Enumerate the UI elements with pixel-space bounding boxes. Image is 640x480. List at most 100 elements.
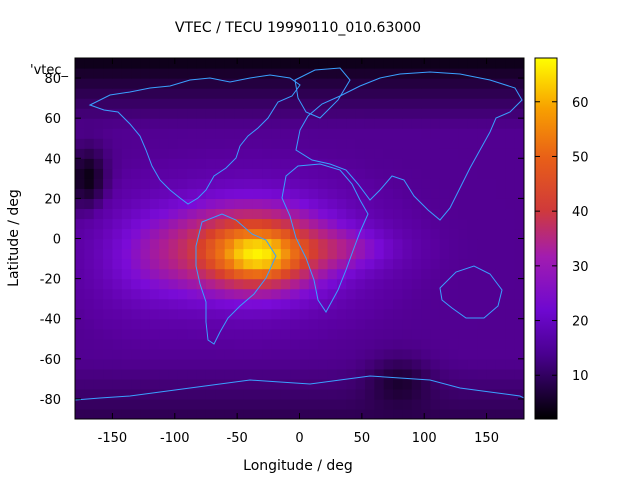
heatmap-cell xyxy=(112,318,123,330)
heatmap-cell xyxy=(159,78,170,89)
colorbar-tick-label: 60 xyxy=(572,96,589,111)
heatmap-cell xyxy=(411,338,422,350)
heatmap-cell xyxy=(430,138,441,149)
heatmap-cell xyxy=(234,68,244,79)
heatmap-cell xyxy=(215,268,226,280)
heatmap-cell xyxy=(121,58,132,69)
heatmap-cell xyxy=(318,78,329,89)
heatmap-cell xyxy=(346,158,357,169)
heatmap-cell xyxy=(327,158,338,169)
heatmap-cell xyxy=(271,248,282,260)
heatmap-cell xyxy=(514,398,524,410)
heatmap-cell xyxy=(103,228,114,240)
heatmap-cell xyxy=(205,168,216,179)
heatmap-cell xyxy=(421,278,432,290)
heatmap-cell xyxy=(439,388,450,400)
y-tick-label: 40 xyxy=(44,152,61,167)
heatmap-cell xyxy=(439,58,450,69)
heatmap-cell xyxy=(121,348,132,360)
heatmap-cell xyxy=(75,268,85,280)
heatmap-cell xyxy=(383,168,394,179)
heatmap-cell xyxy=(374,248,385,260)
heatmap-cell xyxy=(467,238,478,250)
heatmap-cell xyxy=(514,348,524,360)
heatmap-cell xyxy=(290,348,301,360)
heatmap-cell xyxy=(402,358,413,370)
heatmap-cell xyxy=(336,288,347,300)
heatmap-cell xyxy=(112,178,123,189)
heatmap-cell xyxy=(103,88,114,99)
heatmap-cell xyxy=(103,208,114,220)
heatmap-cell xyxy=(149,108,160,119)
heatmap-cell xyxy=(93,218,104,230)
heatmap-cell xyxy=(495,398,506,410)
heatmap-cell xyxy=(308,328,319,340)
heatmap-cell xyxy=(290,208,301,220)
heatmap-cell xyxy=(402,238,413,250)
heatmap-cell xyxy=(299,98,310,109)
colorbar-tick-label: 40 xyxy=(572,205,589,220)
heatmap-cell xyxy=(205,258,216,270)
heatmap-cell xyxy=(449,348,460,360)
heatmap-cell xyxy=(439,148,450,159)
heatmap-cell xyxy=(467,318,478,330)
heatmap-cell xyxy=(486,138,497,149)
heatmap-cell xyxy=(93,348,104,360)
heatmap-cell xyxy=(393,88,403,99)
heatmap-cell xyxy=(271,308,282,320)
heatmap-cell xyxy=(318,198,329,210)
heatmap-cell xyxy=(411,88,422,99)
heatmap-cell xyxy=(393,378,403,390)
heatmap-cell xyxy=(149,58,160,69)
heatmap-cell xyxy=(402,128,413,139)
heatmap-cell xyxy=(449,58,460,69)
heatmap-cell xyxy=(168,288,179,300)
heatmap-cell xyxy=(149,188,160,199)
heatmap-cell xyxy=(374,258,385,270)
heatmap-cell xyxy=(84,298,95,310)
heatmap-cell xyxy=(131,348,142,360)
heatmap-cell xyxy=(393,78,403,89)
heatmap-cell xyxy=(205,338,216,350)
heatmap-cell xyxy=(215,208,226,220)
heatmap-cell xyxy=(140,238,151,250)
heatmap-cell xyxy=(149,388,160,400)
heatmap-cell xyxy=(449,388,460,400)
heatmap-cell xyxy=(393,148,403,159)
heatmap-cell xyxy=(84,218,95,230)
heatmap-cell xyxy=(168,268,179,280)
heatmap-cell xyxy=(243,308,254,320)
heatmap-cell xyxy=(449,238,460,250)
heatmap-cell xyxy=(168,228,179,240)
heatmap-cell xyxy=(383,398,394,410)
heatmap-cell xyxy=(430,88,441,99)
heatmap-cell xyxy=(477,158,488,169)
heatmap-cell xyxy=(374,58,385,69)
heatmap-cell xyxy=(393,298,403,310)
heatmap-cell xyxy=(411,318,422,330)
heatmap-cell xyxy=(84,308,95,320)
heatmap-cell xyxy=(140,138,151,149)
heatmap-cell xyxy=(103,158,114,169)
heatmap-cell xyxy=(308,118,319,129)
heatmap-cell xyxy=(140,118,151,129)
heatmap-cell xyxy=(121,148,132,159)
heatmap-cell xyxy=(355,248,366,260)
heatmap-cell xyxy=(271,318,282,330)
heatmap-cell xyxy=(131,298,142,310)
heatmap-cell xyxy=(458,298,469,310)
heatmap-cell xyxy=(299,268,310,280)
heatmap-cell xyxy=(402,158,413,169)
heatmap-cell xyxy=(140,368,151,380)
heatmap-cell xyxy=(187,288,198,300)
heatmap-cell xyxy=(93,168,104,179)
heatmap-cell xyxy=(374,368,385,380)
heatmap-cell xyxy=(243,228,254,240)
heatmap-cell xyxy=(514,358,524,370)
heatmap-cell xyxy=(430,278,441,290)
heatmap-cell xyxy=(187,98,198,109)
heatmap-cell xyxy=(262,358,273,370)
heatmap-cell xyxy=(262,378,273,390)
heatmap-cell xyxy=(271,188,282,199)
heatmap-cell xyxy=(327,78,338,89)
